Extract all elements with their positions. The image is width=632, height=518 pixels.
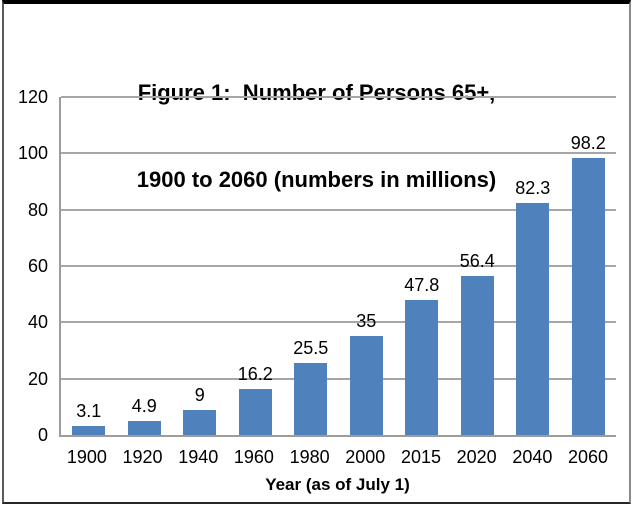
x-axis-tick-label: 2000	[345, 447, 386, 467]
y-axis-tick-label: 20	[27, 368, 48, 389]
bar-value-label: 25.5	[293, 338, 329, 359]
x-axis-tick-label: 1900	[66, 447, 107, 467]
bar-value-label: 82.3	[515, 178, 551, 199]
bar-slot: 82.3	[505, 97, 560, 435]
chart-title-line-2: 1900 to 2060 (numbers in millions)	[136, 167, 497, 192]
bar	[183, 409, 217, 435]
bar-slot: 3.1	[61, 97, 116, 435]
chart-title-line-1: Figure 1: Number of Persons 65+,	[137, 80, 496, 105]
bar-value-label: 9	[194, 384, 205, 405]
plot-area: 3.1 4.9 9 16.2 25.5 35 47.8 56.4 82.3 98.2	[59, 96, 616, 437]
y-axis-tick-label: 40	[27, 312, 48, 333]
bar-value-label: 16.2	[237, 364, 273, 385]
bar	[571, 158, 605, 435]
bar-slot: 56.4	[450, 97, 505, 435]
x-axis-tick-label: 2040	[512, 447, 553, 467]
y-axis: 0 20 40 60 80 100 120	[4, 88, 48, 444]
bar-slot: 25.5	[283, 97, 338, 435]
gridline	[61, 321, 616, 324]
figure-frame: Figure 1: Number of Persons 65+, 1900 to…	[2, 0, 631, 504]
bar-value-label: 47.8	[404, 275, 440, 296]
y-axis-tick-label: 100	[17, 143, 48, 164]
bar-value-label: 4.9	[131, 396, 157, 417]
x-axis-tick-label: 1980	[289, 447, 330, 467]
x-axis-tick-label: 1920	[122, 447, 163, 467]
bar-series: 3.1 4.9 9 16.2 25.5 35 47.8 56.4 82.3 98.2	[61, 97, 616, 435]
chart-title: Figure 1: Number of Persons 65+, 1900 to…	[4, 20, 629, 252]
bar	[72, 426, 106, 435]
y-axis-tick-label: 80	[27, 199, 48, 220]
bar-slot: 4.9	[117, 97, 172, 435]
gridline	[61, 265, 616, 267]
bar	[127, 421, 161, 435]
x-axis-tick-label: 1940	[178, 447, 219, 467]
bar-value-label: 35	[356, 311, 377, 332]
bar	[349, 336, 383, 435]
bar-slot: 9	[172, 97, 227, 435]
bar	[405, 300, 439, 435]
x-axis-tick-label: 2020	[456, 447, 497, 467]
gridline	[61, 96, 616, 98]
x-axis: 1900 1920 1940 1960 1980 2000 2015 2020 2040 2060	[59, 447, 616, 467]
bar	[238, 389, 272, 435]
bar-value-label: 56.4	[459, 251, 495, 272]
y-axis-tick-label: 120	[17, 87, 48, 107]
bar-slot: 47.8	[394, 97, 449, 435]
gridline	[61, 208, 616, 211]
bar-slot: 35	[339, 97, 394, 435]
x-axis-tick-label: 2015	[400, 447, 441, 467]
bar-slot: 98.2	[561, 97, 616, 435]
y-axis-tick-label: 60	[27, 256, 48, 276]
bar-value-label: 98.2	[570, 133, 606, 154]
x-axis-tick-label: 2060	[568, 447, 609, 467]
gridline	[61, 377, 616, 380]
x-axis-tick-label: 1960	[233, 447, 274, 467]
x-axis-title: Year (as of July 1)	[265, 475, 410, 494]
bar-value-label: 3.1	[76, 401, 102, 422]
y-axis-tick-label: 0	[37, 425, 48, 445]
bar	[294, 363, 328, 435]
bar	[460, 276, 494, 435]
bar-slot: 16.2	[228, 97, 283, 435]
gridline	[61, 152, 616, 155]
bar	[516, 203, 550, 435]
